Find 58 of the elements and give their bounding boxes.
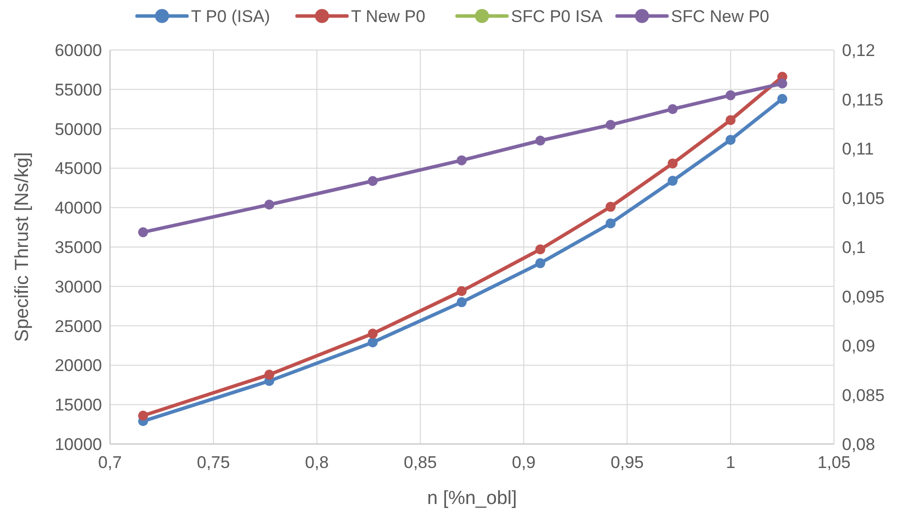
point — [456, 297, 467, 308]
point — [368, 176, 378, 186]
y2-tick-label: 0,085 — [842, 386, 885, 405]
point — [606, 202, 616, 212]
legend-label: SFC P0 ISA — [511, 7, 604, 26]
point — [368, 328, 378, 339]
legend-label: T P0 (ISA) — [191, 7, 270, 26]
y2-tick-label: 0,11 — [842, 140, 874, 158]
y-tick-label: 25000 — [54, 316, 102, 336]
y2-tick-label: 0,115 — [842, 90, 884, 110]
y2-tick-label: 0,08 — [842, 435, 876, 454]
point — [726, 90, 736, 100]
point — [456, 286, 467, 296]
point — [777, 94, 788, 104]
y2-tick-label: 0,105 — [842, 188, 885, 208]
point — [726, 134, 736, 145]
point — [668, 176, 678, 186]
x-axis-title: n [%n_obl] — [427, 488, 517, 509]
legend-label: T New P0 — [351, 7, 426, 26]
point — [535, 258, 546, 268]
y-tick-label: 15000 — [54, 396, 102, 415]
point — [138, 227, 148, 238]
x-tick-label: 0,75 — [196, 453, 230, 472]
y-tick-label: 50000 — [54, 120, 102, 139]
legend-label: SFC New P0 — [671, 7, 770, 26]
point — [264, 200, 274, 210]
y-tick-label: 45000 — [54, 159, 102, 178]
y2-tick-label: 0,1 — [842, 238, 866, 257]
y-tick-label: 40000 — [54, 198, 102, 218]
point — [535, 244, 546, 254]
point — [606, 218, 616, 228]
point — [535, 136, 546, 146]
x-tick-label: 1,05 — [817, 453, 851, 472]
x-tick-label: 0,9 — [512, 453, 536, 472]
y-tick-label: 20000 — [54, 356, 102, 376]
point — [264, 370, 274, 380]
point — [668, 158, 678, 168]
point — [726, 115, 736, 126]
point — [777, 78, 788, 88]
point — [668, 104, 678, 114]
x-tick-label: 0,95 — [610, 453, 644, 472]
x-tick-label: 0,8 — [305, 453, 329, 472]
y-tick-label: 30000 — [54, 277, 102, 296]
y-tick-label: 35000 — [54, 238, 102, 257]
x-tick-label: 1 — [726, 453, 736, 472]
x-tick-label: 0,85 — [404, 453, 437, 472]
y-axis-title: Specific Thrust [Ns/kg] — [12, 152, 33, 342]
y-tick-label: 60000 — [54, 41, 102, 60]
y2-tick-label: 0,12 — [842, 41, 876, 60]
y2-tick-label: 0,095 — [842, 287, 885, 306]
x-tick-label: 0,7 — [98, 453, 122, 472]
point — [138, 410, 148, 421]
y-tick-label: 10000 — [54, 435, 102, 454]
y2-tick-label: 0,09 — [842, 336, 876, 356]
y-tick-label: 55000 — [54, 80, 102, 100]
point — [368, 337, 378, 348]
point — [606, 120, 616, 130]
point — [456, 155, 467, 166]
